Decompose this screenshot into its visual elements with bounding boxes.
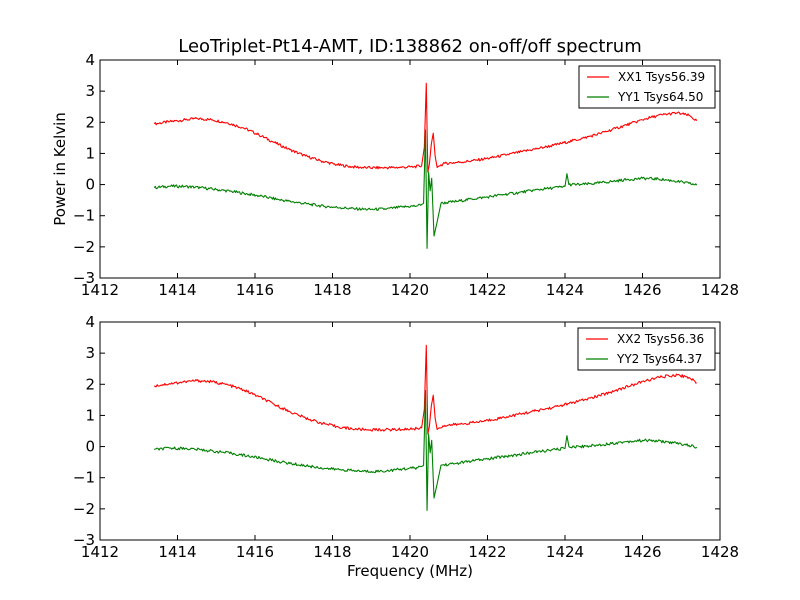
series-line-2 xyxy=(153,129,698,249)
x-tick-label: 1414 xyxy=(158,543,196,561)
x-tick-label: 1416 xyxy=(236,543,274,561)
x-tick-label: 1422 xyxy=(468,543,506,561)
legend-label: XX1 Tsys56.39 xyxy=(618,70,705,84)
y-tick-label: −3 xyxy=(73,269,95,287)
series-line-1 xyxy=(153,344,697,435)
plot-panel-2: 1412 1414 1416 1418 1420 1422 1424 1426 1428−3−2… xyxy=(73,313,739,561)
x-tick-label: 1420 xyxy=(391,281,429,299)
x-tick-label: 1426 xyxy=(623,543,661,561)
plots-group: 1412 1414 1416 1418 1420 1422 1424 1426 1428−3−2… xyxy=(73,51,739,561)
x-tick-label: 1424 xyxy=(546,281,584,299)
y-tick-label: 1 xyxy=(85,144,95,162)
x-tick-label: 1416 xyxy=(236,281,274,299)
legend-box xyxy=(578,65,716,109)
x-tick-label: 1422 xyxy=(468,281,506,299)
x-tick-label: 1418 xyxy=(313,543,351,561)
x-tick-label: 1428 xyxy=(701,281,739,299)
y-tick-label: −3 xyxy=(73,531,95,549)
series-line-2 xyxy=(153,389,698,511)
legend-label: YY2 Tsys64.37 xyxy=(616,352,702,366)
y-tick-label: −1 xyxy=(73,469,95,487)
y-tick-label: 0 xyxy=(85,438,95,456)
legend: XX1 Tsys56.39 YY1 Tsys64.50 xyxy=(578,65,716,109)
x-tick-label: 1428 xyxy=(701,543,739,561)
y-axis-label: Power in Kelvin xyxy=(51,112,69,226)
y-tick-label: −2 xyxy=(73,238,95,256)
x-axis-label: Frequency (MHz) xyxy=(347,562,473,580)
legend-label: XX2 Tsys56.36 xyxy=(617,332,704,346)
y-tick-label: −1 xyxy=(73,207,95,225)
y-tick-label: 4 xyxy=(85,51,95,69)
legend: XX2 Tsys56.36 YY2 Tsys64.37 xyxy=(577,327,716,371)
x-tick-label: 1424 xyxy=(546,543,584,561)
y-tick-label: 3 xyxy=(85,82,95,100)
x-tick-label: 1414 xyxy=(158,281,196,299)
y-tick-label: 3 xyxy=(85,344,95,362)
legend-label: YY1 Tsys64.50 xyxy=(617,90,703,104)
y-tick-label: 2 xyxy=(85,113,95,131)
x-tick-label: 1412 xyxy=(81,543,119,561)
series-line-1 xyxy=(153,82,698,173)
x-tick-label: 1420 xyxy=(391,543,429,561)
x-tick-label: 1412 xyxy=(81,281,119,299)
plot-panel-1: 1412 1414 1416 1418 1420 1422 1424 1426 1428−3−2… xyxy=(73,51,739,299)
x-tick-label: 1418 xyxy=(313,281,351,299)
legend-box xyxy=(577,327,716,371)
chart-title: LeoTriplet-Pt14-AMT, ID:138862 on-off/of… xyxy=(178,36,642,57)
y-tick-label: −2 xyxy=(73,500,95,518)
y-tick-label: 1 xyxy=(85,406,95,424)
y-tick-label: 4 xyxy=(85,313,95,331)
y-tick-label: 0 xyxy=(85,176,95,194)
x-tick-label: 1426 xyxy=(623,281,661,299)
y-tick-label: 2 xyxy=(85,375,95,393)
